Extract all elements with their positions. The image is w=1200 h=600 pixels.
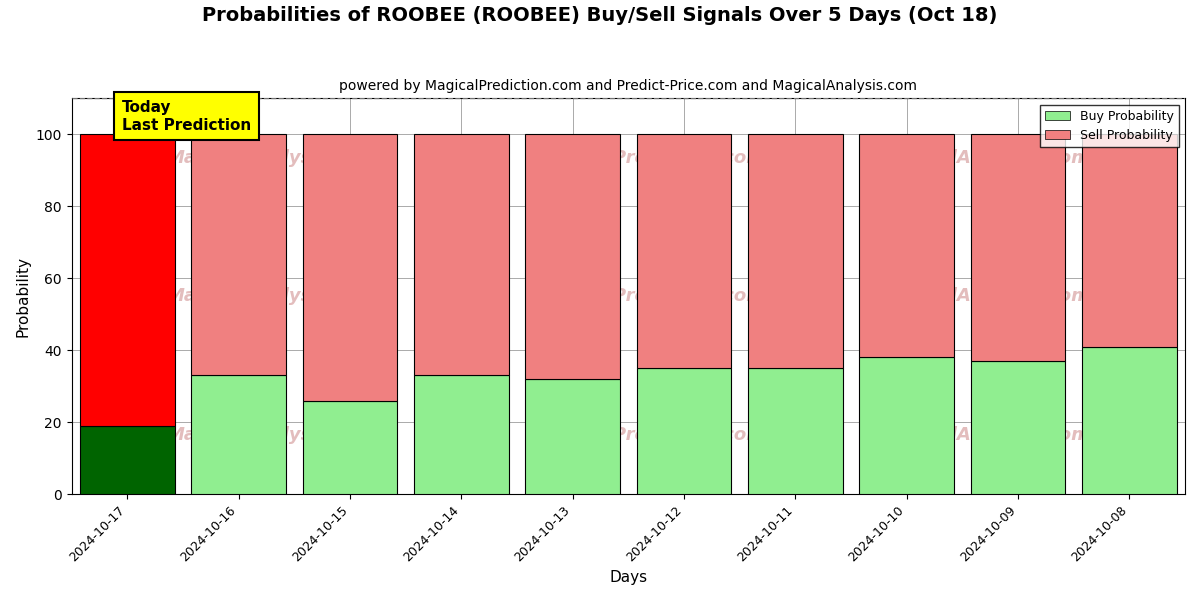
Bar — [859, 358, 954, 494]
Bar — [748, 368, 842, 494]
Y-axis label: Probability: Probability — [16, 256, 30, 337]
Title: powered by MagicalPrediction.com and Predict-Price.com and MagicalAnalysis.com: powered by MagicalPrediction.com and Pre… — [340, 79, 917, 93]
Bar — [302, 134, 397, 401]
Text: MagicalAnalysis.com: MagicalAnalysis.com — [167, 426, 378, 444]
Text: MagicalAnalysis.com: MagicalAnalysis.com — [167, 149, 378, 167]
Bar — [191, 134, 286, 376]
Text: MagicalAnalysis.com: MagicalAnalysis.com — [880, 149, 1090, 167]
Bar — [971, 134, 1066, 361]
Bar — [1082, 347, 1177, 494]
Text: Probabilities of ROOBEE (ROOBEE) Buy/Sell Signals Over 5 Days (Oct 18): Probabilities of ROOBEE (ROOBEE) Buy/Sel… — [203, 6, 997, 25]
Legend: Buy Probability, Sell Probability: Buy Probability, Sell Probability — [1040, 104, 1178, 147]
Text: MagicalAnalysis.com: MagicalAnalysis.com — [880, 426, 1090, 444]
Bar — [526, 379, 620, 494]
Text: MagicalPrediction.com: MagicalPrediction.com — [535, 149, 766, 167]
Bar — [748, 134, 842, 368]
X-axis label: Days: Days — [610, 570, 647, 585]
Bar — [1082, 134, 1177, 347]
Text: MagicalPrediction.com: MagicalPrediction.com — [535, 287, 766, 305]
Bar — [414, 134, 509, 376]
Bar — [80, 426, 175, 494]
Bar — [414, 376, 509, 494]
Bar — [191, 376, 286, 494]
Text: MagicalAnalysis.com: MagicalAnalysis.com — [167, 287, 378, 305]
Bar — [637, 134, 731, 368]
Bar — [80, 134, 175, 426]
Text: Today
Last Prediction: Today Last Prediction — [121, 100, 251, 133]
Bar — [526, 134, 620, 379]
Bar — [859, 134, 954, 358]
Bar — [971, 361, 1066, 494]
Text: MagicalAnalysis.com: MagicalAnalysis.com — [880, 287, 1090, 305]
Text: MagicalPrediction.com: MagicalPrediction.com — [535, 426, 766, 444]
Bar — [302, 401, 397, 494]
Bar — [637, 368, 731, 494]
